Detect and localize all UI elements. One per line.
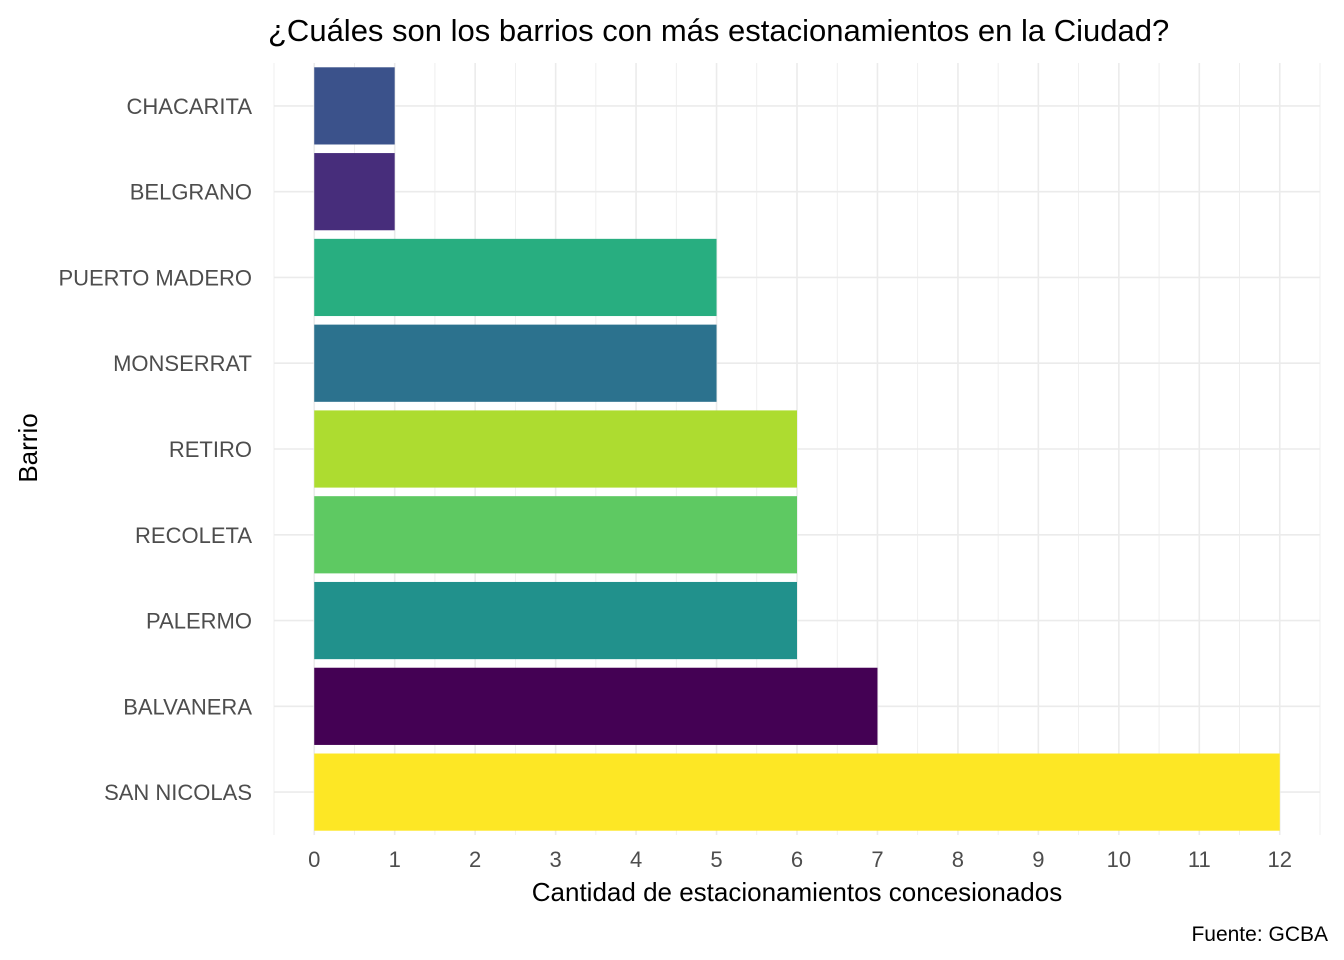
y-tick-label: BELGRANO bbox=[130, 180, 252, 205]
bar bbox=[314, 667, 878, 745]
y-axis-title: Barrio bbox=[13, 413, 43, 482]
bar bbox=[314, 238, 717, 317]
y-tick-label: SAN NICOLAS bbox=[104, 780, 252, 805]
x-tick-label: 12 bbox=[1268, 847, 1292, 872]
x-tick-label: 2 bbox=[469, 847, 481, 872]
x-tick-label: 1 bbox=[389, 847, 401, 872]
caption-source: Fuente: GCBA bbox=[1191, 923, 1328, 946]
bars-layer bbox=[314, 67, 1280, 831]
y-tick-label: RECOLETA bbox=[135, 523, 252, 548]
x-tick-label: 11 bbox=[1188, 847, 1211, 872]
x-tick-label: 0 bbox=[308, 847, 320, 872]
y-tick-label: RETIRO bbox=[169, 437, 252, 462]
bar bbox=[314, 581, 797, 660]
x-tick-label: 7 bbox=[871, 847, 883, 872]
x-tick-label: 5 bbox=[710, 847, 722, 872]
x-tick-label: 6 bbox=[791, 847, 803, 872]
x-tick-label: 3 bbox=[549, 847, 561, 872]
y-tick-labels: SAN NICOLAS BALVANERA PALERMO RECOLETA RETIR… bbox=[58, 94, 252, 805]
y-tick-label: PUERTO MADERO bbox=[58, 265, 252, 290]
y-tick-label: PALERMO bbox=[146, 609, 252, 634]
x-tick-label: 10 bbox=[1107, 847, 1131, 872]
bar bbox=[314, 153, 395, 231]
bar bbox=[314, 324, 717, 402]
x-tick-label: 9 bbox=[1032, 847, 1044, 872]
chart-title: ¿Cuáles son los barrios con más estacion… bbox=[268, 13, 1169, 48]
x-tick-labels: 0 1 2 3 4 5 6 7 8 9 10 11 12 bbox=[308, 847, 1292, 872]
x-tick-label: 8 bbox=[952, 847, 964, 872]
y-tick-label: BALVANERA bbox=[123, 694, 252, 719]
x-tick-label: 4 bbox=[630, 847, 642, 872]
bar bbox=[314, 410, 797, 488]
bar bbox=[314, 67, 395, 145]
y-tick-label: MONSERRAT bbox=[113, 351, 252, 376]
y-tick-label: CHACARITA bbox=[127, 94, 253, 119]
bar bbox=[314, 496, 797, 574]
bar bbox=[314, 753, 1280, 831]
x-axis-title: Cantidad de estacionamientos concesionad… bbox=[532, 877, 1062, 907]
